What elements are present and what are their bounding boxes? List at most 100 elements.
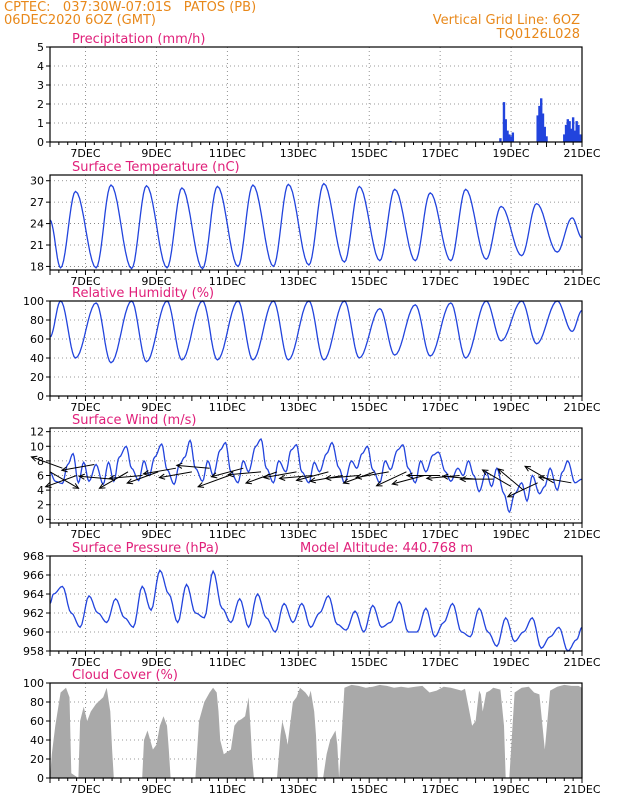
x-tick-label: 15DEC (351, 401, 388, 414)
y-tick-label: 2 (37, 499, 44, 512)
wind-vector (506, 482, 538, 498)
x-tick-label: 17DEC (422, 656, 459, 669)
x-tick-label: 7DEC (70, 783, 100, 796)
precip-bar (566, 119, 570, 142)
x-tick-label: 21DEC (563, 656, 600, 669)
y-tick-label: 4 (37, 484, 44, 497)
y-tick-label: 960 (23, 626, 44, 639)
y-tick-label: 100 (23, 295, 44, 308)
panel-5: Surface Pressure (hPa) Model Altitude: 44… (23, 541, 601, 669)
x-tick-label: 11DEC (209, 783, 246, 796)
x-tick-label: 7DEC (70, 401, 100, 414)
run-code: TQ0126L028 (496, 27, 580, 42)
x-tick-label: 19DEC (493, 147, 530, 160)
precip-bar (541, 113, 545, 142)
x-tick-label: 11DEC (209, 401, 246, 414)
y-tick-label: 24 (30, 218, 44, 231)
y-tick-label: 0 (37, 513, 44, 526)
precip-bar (570, 128, 573, 142)
cloud-area (50, 684, 582, 778)
panel-title: Precipitation (mm/h) (72, 32, 205, 47)
y-tick-label: 60 (30, 715, 44, 728)
x-tick-label: 13DEC (280, 401, 317, 414)
x-tick-label: 21DEC (563, 147, 600, 160)
wind-vector (78, 473, 113, 480)
precip-bar (563, 134, 566, 142)
x-tick-label: 13DEC (280, 656, 317, 669)
wind-vector (278, 474, 313, 481)
y-tick-label: 80 (30, 314, 44, 327)
wind-vector (142, 467, 176, 477)
wind-vector (391, 475, 425, 486)
precip-bar (509, 136, 513, 142)
wind-vector (158, 471, 192, 480)
y-tick-label: 1 (37, 117, 44, 130)
wind-vector (405, 472, 441, 479)
y-tick-label: 0 (37, 390, 44, 403)
panel-title: Surface Temperature (nC) (72, 160, 240, 175)
wind-vector (324, 474, 359, 481)
wind-vector (262, 471, 297, 480)
y-tick-label: 20 (30, 753, 44, 766)
precip-bar (538, 105, 541, 142)
precip-bar (568, 121, 571, 142)
x-tick-label: 9DEC (141, 783, 171, 796)
precip-bar (579, 134, 582, 142)
x-tick-label: 21DEC (563, 783, 600, 796)
x-tick-label: 9DEC (141, 147, 171, 160)
x-tick-label: 13DEC (280, 528, 317, 541)
x-tick-label: 19DEC (493, 275, 530, 288)
x-tick-label: 15DEC (351, 147, 388, 160)
station-header: CPTEC: 037:30W-07:01S PATOS (PB) (4, 0, 257, 15)
x-tick-label: 15DEC (351, 275, 388, 288)
x-tick-label: 17DEC (422, 147, 459, 160)
panel-title: Cloud Cover (%) (72, 668, 178, 683)
precip-bar (504, 119, 507, 142)
x-tick-label: 7DEC (70, 275, 100, 288)
x-tick-label: 17DEC (422, 275, 459, 288)
x-tick-label: 9DEC (141, 275, 171, 288)
panel-2: Surface Temperature (nC) 18 21 24 27 30 7DEC 9D… (30, 160, 601, 288)
y-tick-label: 8 (37, 455, 44, 468)
precip-bar (502, 102, 506, 142)
wind-vector (375, 471, 407, 487)
y-tick-label: 2 (37, 98, 44, 111)
x-tick-label: 11DEC (209, 528, 246, 541)
x-tick-label: 19DEC (493, 401, 530, 414)
y-tick-label: 3 (37, 79, 44, 92)
y-tick-label: 40 (30, 352, 44, 365)
y-tick-label: 964 (23, 588, 44, 601)
wind-vector (295, 471, 329, 483)
x-tick-label: 9DEC (141, 401, 171, 414)
wind-vector (497, 468, 524, 491)
x-tick-label: 19DEC (493, 656, 530, 669)
x-tick-label: 19DEC (493, 528, 530, 541)
x-tick-label: 11DEC (209, 656, 246, 669)
x-tick-label: 13DEC (280, 783, 317, 796)
y-tick-label: 0 (37, 136, 44, 149)
wind-vector (126, 471, 159, 485)
panel-title: Surface Pressure (hPa) (72, 541, 219, 556)
y-tick-label: 21 (30, 239, 44, 252)
y-tick-label: 0 (37, 772, 44, 785)
y-tick-label: 6 (37, 470, 44, 483)
y-tick-label: 4 (37, 60, 44, 73)
precip-bar (508, 134, 511, 142)
panel-3: Relative Humidity (%) 0 20 40 60 80 100 7DEC 9DE… (23, 286, 601, 414)
y-tick-label: 966 (23, 569, 44, 582)
run-date-header: 06DEC2020 6OZ (GMT) (4, 13, 156, 28)
x-tick-label: 7DEC (70, 147, 100, 160)
y-tick-label: 968 (23, 550, 44, 563)
y-tick-label: 958 (23, 645, 44, 658)
y-tick-label: 10 (30, 440, 44, 453)
wind-vector (108, 474, 143, 481)
precip-bar (506, 130, 509, 142)
x-tick-label: 19DEC (493, 783, 530, 796)
y-tick-label: 80 (30, 696, 44, 709)
x-tick-label: 21DEC (563, 275, 600, 288)
y-tick-label: 5 (37, 41, 44, 54)
wind-vector (355, 471, 389, 480)
precip-bar (575, 121, 578, 142)
y-tick-label: 100 (23, 677, 44, 690)
